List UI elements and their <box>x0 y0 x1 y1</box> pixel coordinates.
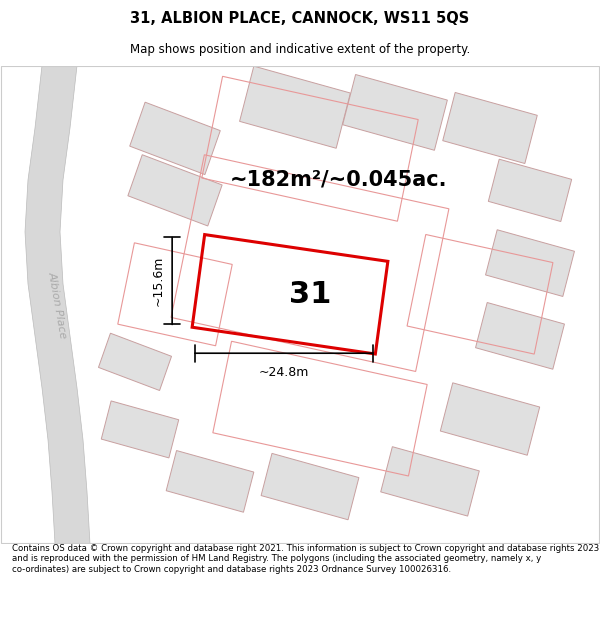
Polygon shape <box>128 155 222 226</box>
Polygon shape <box>488 159 572 221</box>
Polygon shape <box>101 401 179 458</box>
Polygon shape <box>166 451 254 512</box>
Text: ~15.6m: ~15.6m <box>151 256 164 306</box>
Text: ~182m²/~0.045ac.: ~182m²/~0.045ac. <box>230 170 448 190</box>
Polygon shape <box>261 453 359 520</box>
Text: 31, ALBION PLACE, CANNOCK, WS11 5QS: 31, ALBION PLACE, CANNOCK, WS11 5QS <box>130 11 470 26</box>
Polygon shape <box>343 74 448 150</box>
Polygon shape <box>98 333 172 391</box>
Text: Albion Place: Albion Place <box>46 271 68 339</box>
Text: Contains OS data © Crown copyright and database right 2021. This information is : Contains OS data © Crown copyright and d… <box>12 544 599 574</box>
Polygon shape <box>485 230 574 296</box>
Polygon shape <box>440 383 539 455</box>
Polygon shape <box>476 302 565 369</box>
Polygon shape <box>130 102 220 174</box>
Text: Map shows position and indicative extent of the property.: Map shows position and indicative extent… <box>130 42 470 56</box>
Polygon shape <box>25 66 90 544</box>
Polygon shape <box>239 66 350 148</box>
Text: ~24.8m: ~24.8m <box>259 366 309 379</box>
Polygon shape <box>381 447 479 516</box>
Text: 31: 31 <box>289 280 331 309</box>
Polygon shape <box>443 92 537 164</box>
